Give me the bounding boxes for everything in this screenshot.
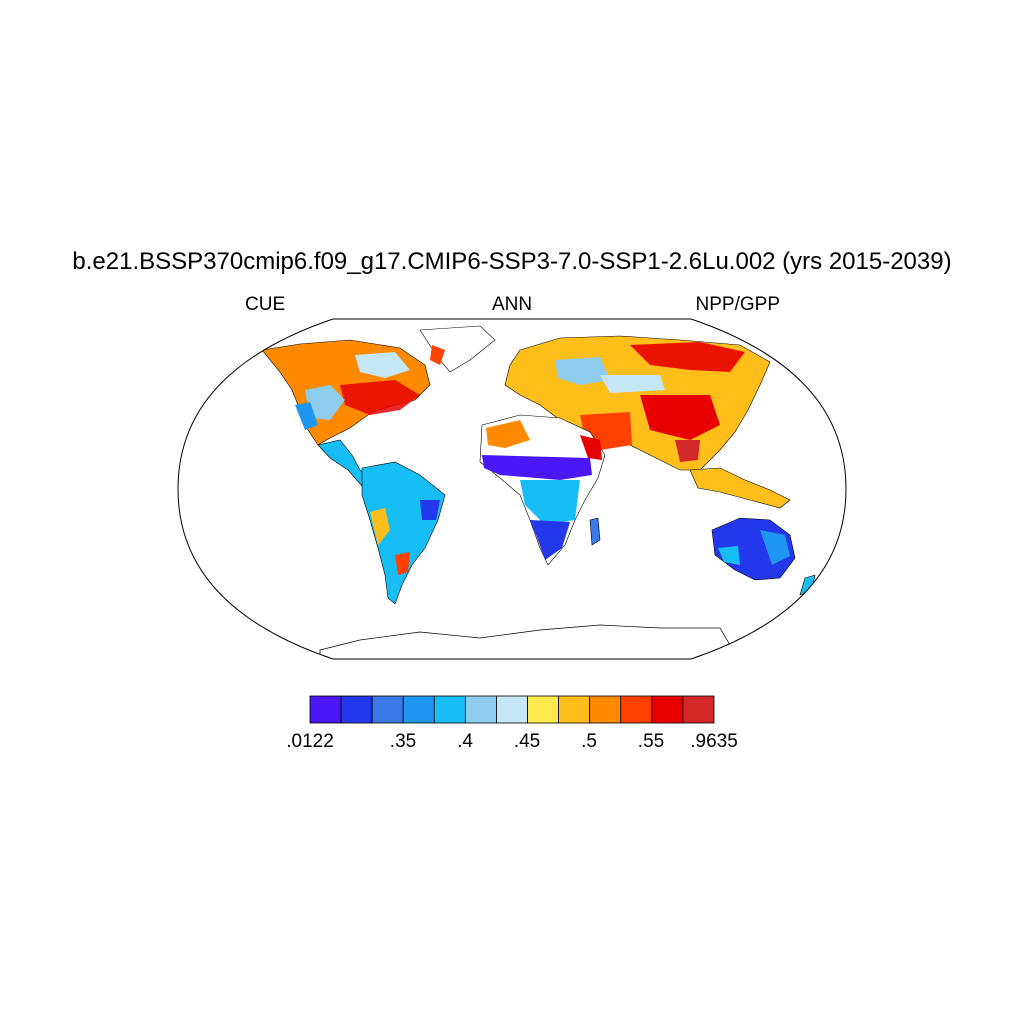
land-field — [261, 325, 816, 659]
greenland — [419, 325, 496, 373]
colorbar-tick-label: .55 — [637, 731, 665, 752]
new-zealand — [799, 574, 816, 596]
colorbar-swatch — [371, 695, 404, 724]
colorbar-swatch — [651, 695, 684, 724]
antarctica — [319, 624, 731, 659]
colorbar-swatch — [309, 695, 342, 724]
colorbar-swatch — [589, 695, 622, 724]
colorbar-swatch — [340, 695, 373, 724]
colorbar-tick-label: .35 — [389, 731, 417, 752]
south-america — [361, 461, 446, 605]
colorbar — [309, 695, 715, 724]
colorbar-swatch — [402, 695, 435, 724]
colorbar-tick-label: .9635 — [690, 731, 738, 752]
map-border — [177, 318, 847, 660]
colorbar-tick-label: .4 — [457, 731, 473, 752]
variable-label: CUE — [245, 294, 286, 315]
plot-title: b.e21.BSSP370cmip6.f09_g17.CMIP6-SSP3-7.… — [72, 248, 952, 275]
madagascar — [589, 517, 601, 546]
colorbar-swatch — [496, 695, 528, 724]
colorbar-tick-label: .45 — [513, 731, 541, 752]
colorbar-tick-label: .5 — [581, 731, 597, 752]
colorbar-tick-label: .0122 — [286, 731, 334, 752]
units-label: NPP/GPP — [695, 294, 780, 315]
colorbar-swatch — [433, 695, 466, 724]
colorbar-swatch — [682, 695, 715, 724]
colorbar-swatch — [558, 695, 591, 724]
season-label: ANN — [491, 294, 533, 315]
colorbar-swatch — [620, 695, 653, 724]
colorbar-swatch — [527, 695, 560, 724]
colorbar-swatch — [464, 695, 497, 724]
southeast-asia — [689, 467, 791, 509]
